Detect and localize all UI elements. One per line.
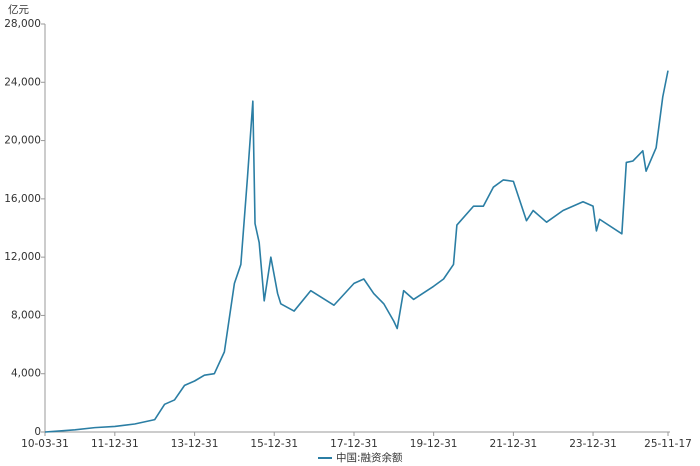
y-tick-label: 24,000 bbox=[4, 76, 41, 88]
x-tick-label: 13-12-31 bbox=[171, 438, 219, 450]
y-tick-label: 8,000 bbox=[11, 309, 41, 321]
x-tick-label: 19-12-31 bbox=[410, 438, 458, 450]
x-tick-label: 17-12-31 bbox=[330, 438, 378, 450]
y-tick-label: 28,000 bbox=[4, 18, 41, 30]
x-tick-label: 11-12-31 bbox=[91, 438, 139, 450]
x-tick-label: 21-12-31 bbox=[490, 438, 538, 450]
y-tick-label: 20,000 bbox=[4, 135, 41, 147]
y-unit: 亿元 bbox=[8, 3, 29, 16]
data-line bbox=[44, 70, 669, 433]
x-tick-label: 23-12-31 bbox=[569, 438, 617, 450]
y-tick-label: 0 bbox=[34, 426, 41, 438]
legend-label: 中国:融资余额 bbox=[336, 451, 403, 464]
y-tick-label: 12,000 bbox=[4, 251, 41, 263]
y-tick-label: 4,000 bbox=[11, 368, 41, 380]
x-tick-label: 25-11-17 bbox=[644, 438, 692, 450]
y-tick-label: 16,000 bbox=[4, 193, 41, 205]
x-tick-label: 10-03-31 bbox=[21, 438, 69, 450]
x-tick-label: 15-12-31 bbox=[250, 438, 298, 450]
